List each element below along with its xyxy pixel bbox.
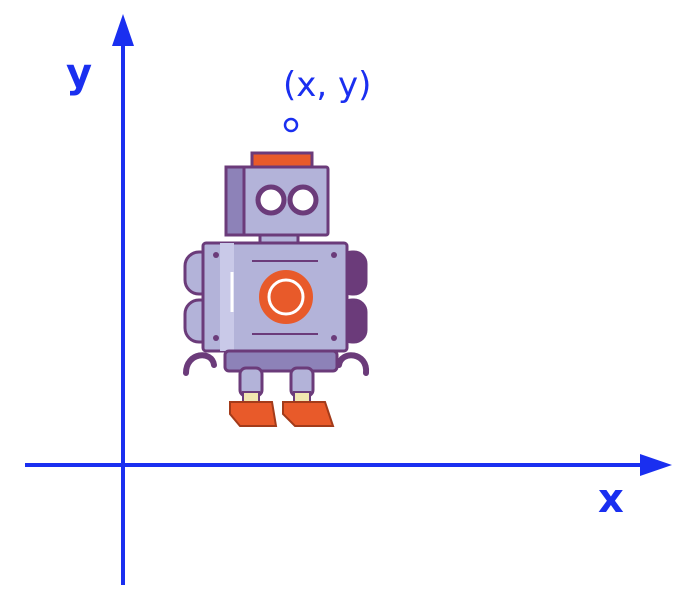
point-marker [283, 117, 299, 133]
x-axis-arrowhead [640, 454, 672, 476]
x-axis-label: x [598, 476, 624, 522]
robot-left-eye [255, 184, 287, 216]
y-axis-label: y [66, 51, 92, 97]
robot-icon [183, 151, 369, 427]
y-axis-arrowhead [112, 14, 134, 46]
point-label: (x, y) [283, 65, 371, 105]
robot-right-eye [287, 184, 319, 216]
